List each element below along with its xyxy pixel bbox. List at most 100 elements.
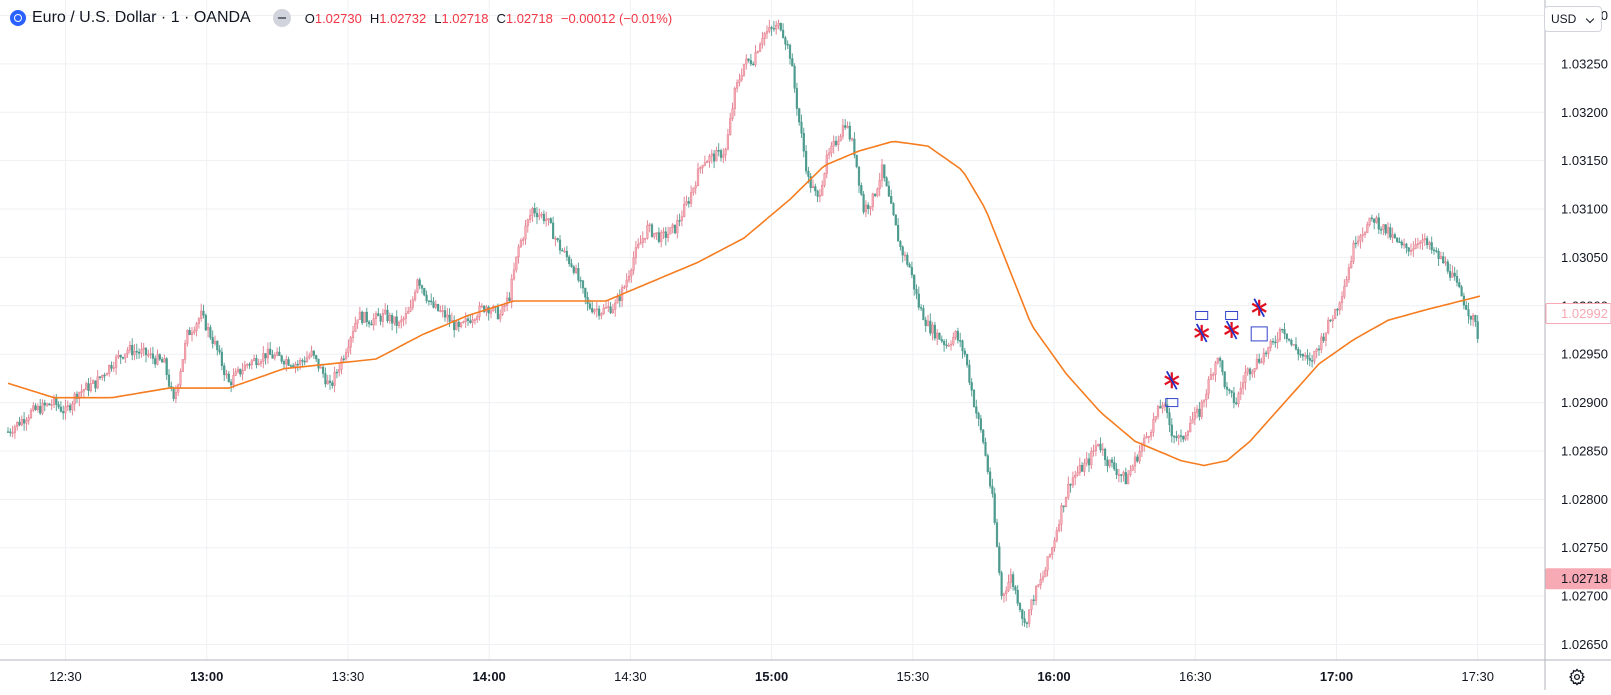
candle [190, 327, 194, 342]
candle [1281, 328, 1284, 333]
price-change: −0.00012 (−0.01%) [560, 10, 673, 26]
candle [995, 518, 999, 548]
candle [1237, 391, 1240, 408]
candle [1218, 356, 1222, 368]
ohlc-low: L1.02718 [434, 10, 489, 26]
candle [351, 325, 355, 343]
candle [1074, 470, 1077, 486]
candle [512, 262, 516, 281]
candle [910, 261, 913, 279]
currency-selector[interactable]: USD [1544, 6, 1602, 32]
candle [195, 321, 198, 337]
y-tick-label: 1.02850 [1561, 443, 1608, 458]
candle [9, 428, 12, 437]
candle [91, 379, 95, 385]
candle [402, 316, 405, 327]
candle [269, 341, 272, 355]
candle [1430, 236, 1433, 254]
candle [931, 322, 934, 341]
candle [1228, 388, 1231, 395]
candle [1297, 346, 1300, 361]
candle [236, 366, 240, 374]
candle [98, 376, 102, 380]
candle [170, 381, 173, 392]
candles [6, 19, 1479, 629]
candle [1232, 386, 1235, 409]
candle [761, 31, 764, 49]
candle [621, 284, 624, 307]
candle [899, 240, 902, 251]
candle [538, 208, 541, 221]
candle [1170, 418, 1173, 443]
candle [993, 487, 996, 525]
candle [160, 356, 164, 363]
candle [25, 417, 28, 431]
candle [397, 320, 401, 329]
candle [1292, 343, 1295, 346]
candle [736, 79, 739, 93]
settings-gear-icon[interactable] [1568, 668, 1586, 686]
candle [1244, 365, 1247, 390]
candle [1064, 496, 1068, 508]
candle [87, 377, 90, 397]
candle [722, 148, 725, 164]
candle [625, 273, 628, 292]
candle [209, 324, 212, 340]
candle [972, 388, 976, 408]
candle [112, 361, 115, 372]
y-tick-label: 1.02800 [1561, 492, 1608, 507]
candle [349, 335, 352, 355]
candle [1407, 247, 1410, 257]
candle [303, 356, 306, 366]
candle [1124, 467, 1127, 485]
candle [1396, 237, 1399, 244]
symbol-title[interactable]: Euro / U.S. Dollar · 1 · OANDA [32, 9, 251, 26]
candle [673, 224, 677, 235]
candle [526, 218, 529, 233]
candle [305, 351, 309, 363]
x-tick-label: 12:30 [49, 669, 82, 684]
candle [1338, 301, 1341, 315]
candle [1037, 583, 1040, 588]
candle [450, 312, 453, 322]
candle [441, 304, 444, 318]
slash-marker [1166, 370, 1178, 390]
candle [1306, 349, 1309, 365]
candle [453, 315, 456, 338]
candle [179, 368, 182, 389]
candle [554, 236, 557, 247]
candle [655, 232, 658, 240]
candle [1267, 346, 1270, 359]
candle [639, 235, 642, 245]
candle [1320, 333, 1323, 354]
candle [1212, 372, 1215, 380]
candle [823, 172, 826, 188]
candle [220, 347, 223, 371]
candle [685, 195, 688, 206]
candle [979, 415, 982, 433]
candle [1055, 526, 1058, 543]
candle [13, 424, 16, 439]
candle [1230, 390, 1233, 398]
candle [57, 401, 60, 410]
candle [1258, 353, 1261, 365]
candle [154, 355, 157, 368]
candle [379, 313, 382, 326]
candle [1255, 353, 1258, 371]
candle [1161, 401, 1164, 414]
candle [59, 401, 62, 413]
candle [434, 300, 437, 310]
candle [862, 191, 865, 215]
candle [50, 399, 53, 411]
candle [36, 403, 39, 413]
candle [710, 149, 713, 164]
candle [549, 217, 552, 224]
candle [1278, 327, 1281, 342]
candle [880, 158, 884, 188]
collapse-legend-button[interactable] [272, 9, 291, 27]
candle [1239, 381, 1242, 401]
candle [1179, 429, 1183, 443]
candle [404, 307, 407, 325]
